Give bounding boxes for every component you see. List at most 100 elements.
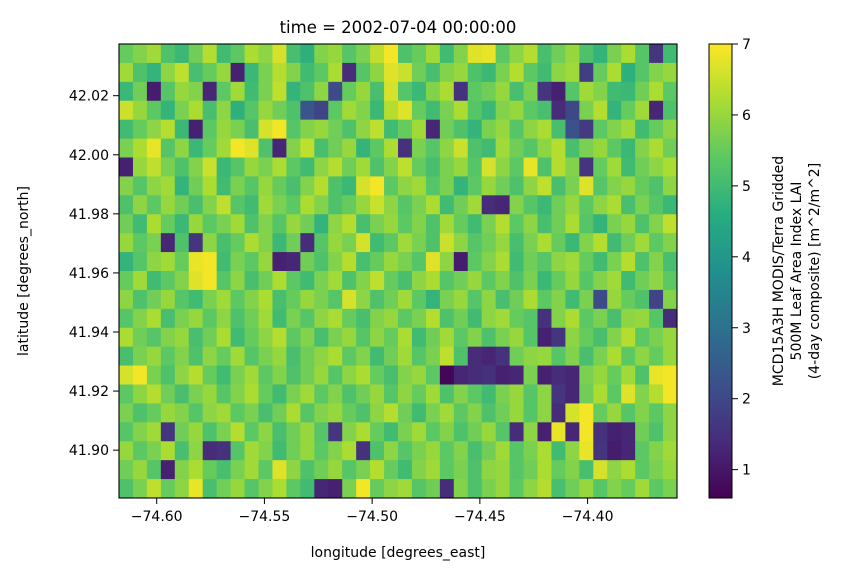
heatmap-cell (314, 384, 329, 404)
heatmap-cell (132, 289, 148, 310)
heatmap-cell (593, 460, 608, 480)
heatmap-cell (216, 44, 232, 64)
heatmap-cell (160, 346, 176, 367)
heatmap-cell (509, 422, 525, 442)
heatmap-cell (119, 44, 134, 64)
x-tick-label: −74.55 (239, 509, 291, 525)
heatmap-cell (593, 252, 608, 272)
heatmap-cell (411, 252, 427, 272)
plot-frame (118, 43, 678, 499)
heatmap-cell (551, 233, 566, 253)
heatmap-cell (146, 441, 162, 461)
heatmap-cell (398, 252, 413, 272)
heatmap-cell (286, 346, 301, 367)
heatmap-cell (314, 138, 329, 158)
heatmap-cell (649, 157, 664, 177)
heatmap-cell (202, 81, 218, 102)
heatmap-cell (174, 403, 190, 423)
heatmap-cell (202, 214, 218, 234)
heatmap-cell (244, 100, 259, 121)
heatmap-cell (230, 176, 246, 196)
heatmap-cell (258, 271, 273, 291)
heatmap-cell (635, 479, 650, 499)
heatmap-cell (411, 138, 427, 158)
heatmap-cell (272, 62, 287, 83)
heatmap-cell (300, 441, 315, 461)
heatmap-cell (398, 271, 413, 291)
heatmap-cell (328, 176, 343, 196)
heatmap-cell (258, 289, 273, 310)
heatmap-cell (439, 479, 455, 499)
heatmap-cell (258, 479, 273, 499)
heatmap-cell (439, 157, 455, 177)
heatmap-cell (314, 403, 329, 423)
heatmap-cell (565, 81, 580, 102)
heatmap-cell (384, 138, 399, 158)
heatmap-cell (216, 403, 232, 423)
heatmap-cell (356, 62, 371, 83)
heatmap-cell (258, 460, 273, 480)
heatmap-cell (132, 62, 148, 83)
heatmap-cell (216, 214, 232, 234)
heatmap-cell (244, 479, 259, 499)
heatmap-cell (272, 346, 287, 367)
heatmap-cell (286, 81, 301, 102)
heatmap-cell (523, 81, 538, 102)
heatmap-cell (579, 81, 594, 102)
heatmap-cell (411, 100, 427, 121)
heatmap-cell (132, 441, 148, 461)
heatmap-cell (425, 441, 441, 461)
heatmap-cell (314, 289, 329, 310)
heatmap-cell (398, 44, 413, 64)
heatmap-cell (174, 100, 190, 121)
heatmap-cell (453, 441, 469, 461)
heatmap-cell (439, 289, 455, 310)
heatmap-cell (649, 81, 664, 102)
heatmap-cell (453, 233, 469, 253)
heatmap-cell (495, 214, 511, 234)
heatmap-cell (607, 252, 622, 272)
heatmap-cell (328, 346, 343, 367)
y-tick-label: 41.90 (69, 443, 109, 459)
heatmap-cell (244, 384, 259, 404)
heatmap-cell (523, 422, 538, 442)
heatmap-cell (663, 100, 678, 121)
heatmap-cell (439, 62, 455, 83)
heatmap-cell (188, 176, 204, 196)
heatmap-cell (342, 233, 357, 253)
heatmap-cell (328, 62, 343, 83)
heatmap-cell (202, 176, 218, 196)
heatmap-cell (453, 403, 469, 423)
heatmap-cell (481, 479, 497, 499)
heatmap-cell (439, 384, 455, 404)
heatmap-cell (649, 119, 664, 140)
heatmap-cell (286, 289, 301, 310)
heatmap-cell (342, 214, 357, 234)
heatmap-cell (579, 157, 594, 177)
heatmap-cell (565, 365, 580, 385)
heatmap-cell (216, 157, 232, 177)
heatmap-cell (649, 138, 664, 158)
heatmap-cell (495, 460, 511, 480)
heatmap-cell (202, 384, 218, 404)
heatmap-cell (411, 422, 427, 442)
heatmap-cell (398, 441, 413, 461)
heatmap-cell (495, 233, 511, 253)
colorbar-tick-label: 1 (742, 463, 751, 479)
heatmap-cell (258, 44, 273, 64)
heatmap-cell (384, 44, 399, 64)
heatmap-cell (384, 252, 399, 272)
heatmap-cell (481, 214, 497, 234)
heatmap-cell (593, 62, 608, 83)
heatmap-cell (467, 271, 483, 291)
heatmap-cell (356, 195, 371, 215)
heatmap-cell (370, 195, 385, 215)
heatmap-cell (663, 44, 678, 64)
heatmap-cell (453, 460, 469, 480)
heatmap-cell (188, 289, 204, 310)
heatmap-cell (495, 422, 511, 442)
heatmap-cell (132, 44, 148, 64)
heatmap-cell (635, 157, 650, 177)
heatmap-cell (342, 62, 357, 83)
heatmap-cell (411, 479, 427, 499)
